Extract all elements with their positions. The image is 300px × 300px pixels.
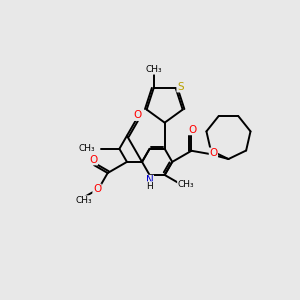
Text: CH₃: CH₃ (75, 196, 92, 205)
Text: O: O (188, 125, 196, 135)
Text: O: O (93, 184, 101, 194)
Text: O: O (134, 110, 142, 120)
Text: O: O (89, 155, 98, 165)
Text: N: N (146, 175, 154, 185)
Text: CH₃: CH₃ (145, 65, 162, 74)
Text: O: O (209, 148, 217, 158)
Text: CH₃: CH₃ (178, 180, 194, 189)
Text: S: S (177, 82, 184, 92)
Text: CH₃: CH₃ (79, 144, 95, 153)
Text: H: H (146, 182, 153, 191)
